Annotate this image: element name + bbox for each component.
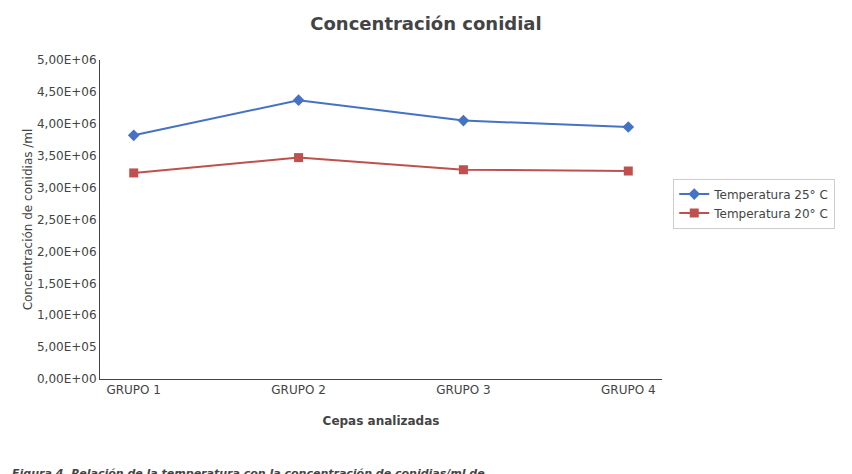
svg-text:3,00E+06: 3,00E+06 bbox=[37, 181, 97, 195]
svg-text:GRUPO 3: GRUPO 3 bbox=[436, 383, 491, 397]
svg-text:4,00E+06: 4,00E+06 bbox=[37, 117, 97, 131]
svg-text:GRUPO 2: GRUPO 2 bbox=[271, 383, 326, 397]
svg-text:Temperatura 20° C: Temperatura 20° C bbox=[713, 207, 828, 221]
svg-text:2,50E+06: 2,50E+06 bbox=[37, 213, 97, 227]
svg-text:GRUPO 4: GRUPO 4 bbox=[601, 383, 656, 397]
svg-text:4,50E+06: 4,50E+06 bbox=[37, 85, 97, 99]
svg-text:2,00E+06: 2,00E+06 bbox=[37, 245, 97, 259]
svg-text:Temperatura 25° C: Temperatura 25° C bbox=[713, 188, 828, 202]
svg-text:5,00E+05: 5,00E+05 bbox=[37, 340, 97, 354]
svg-text:Cepas analizadas: Cepas analizadas bbox=[323, 414, 440, 428]
svg-text:5,00E+06: 5,00E+06 bbox=[37, 53, 97, 67]
svg-text:3,50E+06: 3,50E+06 bbox=[37, 149, 97, 163]
svg-text:0,00E+00: 0,00E+00 bbox=[37, 372, 97, 386]
svg-text:Concentración de conidias /ml: Concentración de conidias /ml bbox=[21, 129, 35, 311]
svg-text:GRUPO 1: GRUPO 1 bbox=[106, 383, 161, 397]
svg-text:Concentración conidial: Concentración conidial bbox=[310, 13, 541, 34]
svg-text:1,00E+06: 1,00E+06 bbox=[37, 308, 97, 322]
svg-text:Figura 4. Relación de la tempe: Figura 4. Relación de la temperatura con… bbox=[12, 467, 485, 474]
svg-text:1,50E+06: 1,50E+06 bbox=[37, 277, 97, 291]
